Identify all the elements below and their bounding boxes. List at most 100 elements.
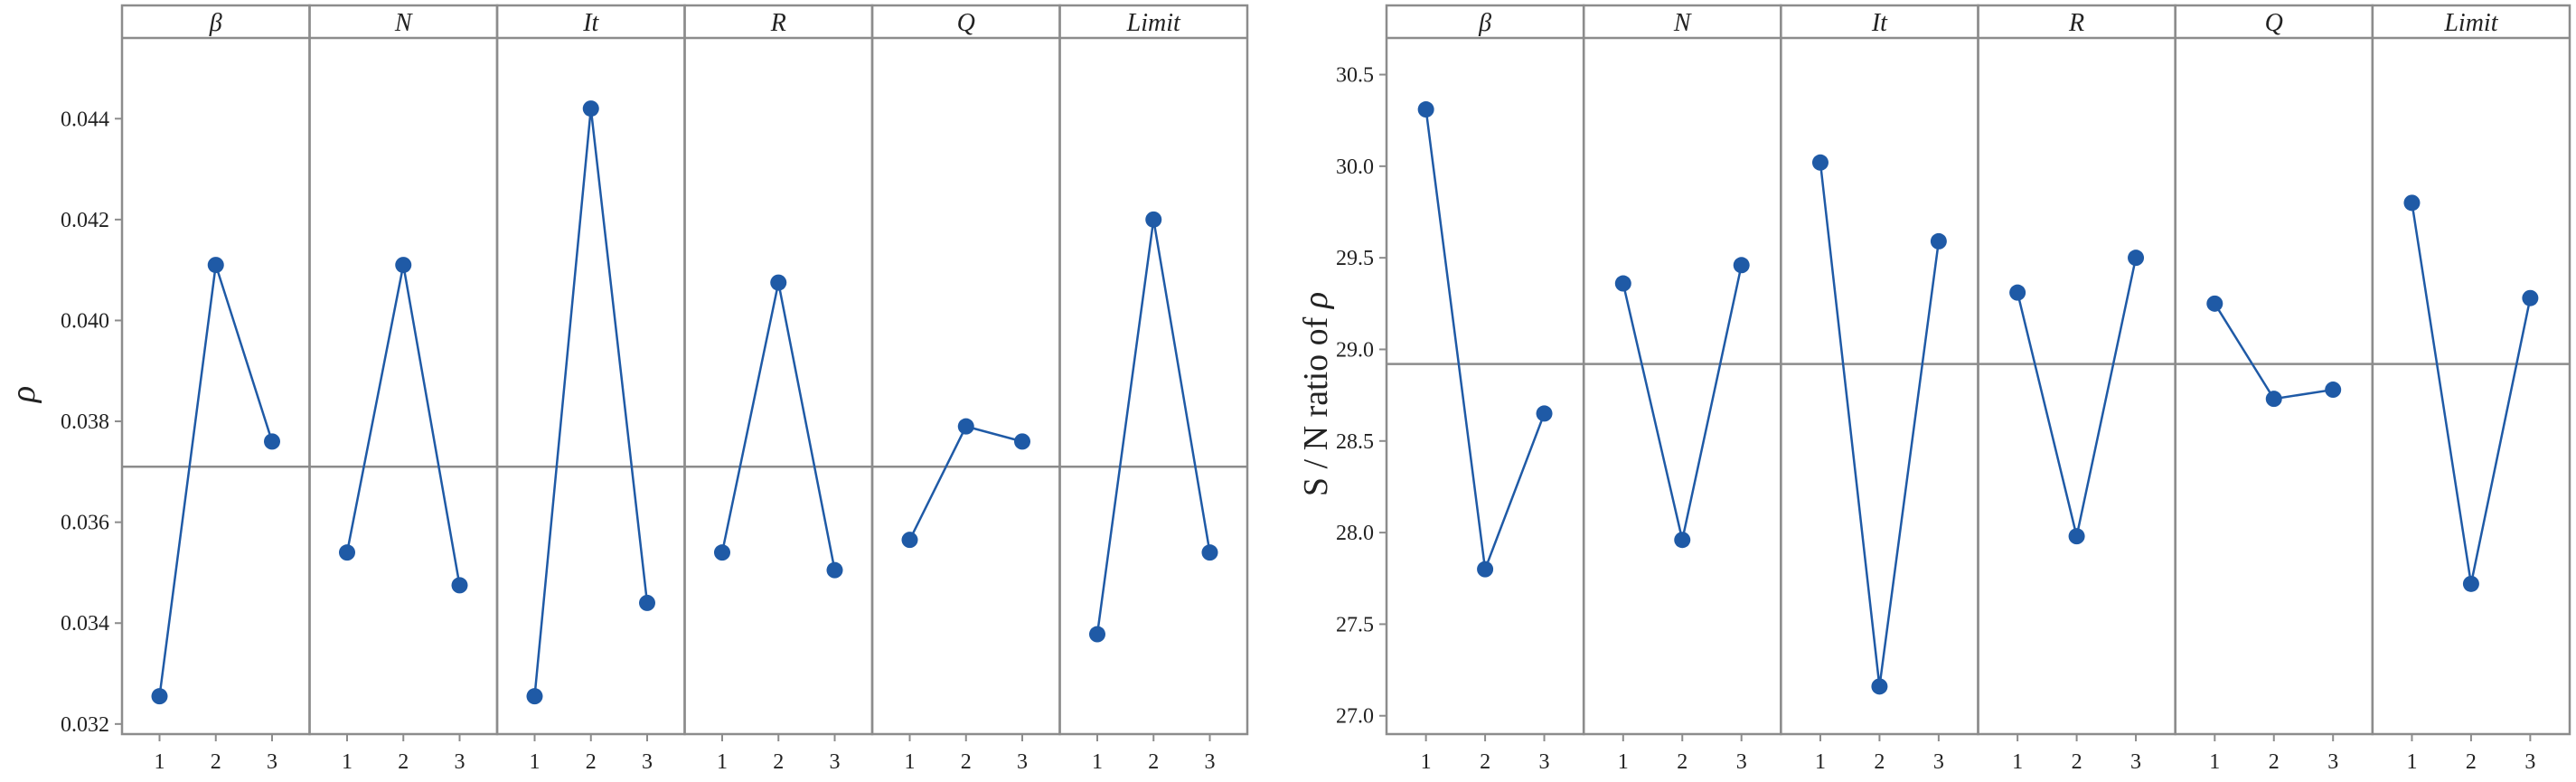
chart-1-panel-label-1: N: [1673, 9, 1692, 37]
chart-0-x-tick-label-4-0: 1: [905, 750, 916, 774]
chart-0-point-0-0: [151, 688, 168, 705]
chart-0-x-tick-label-5-2: 3: [1205, 750, 1216, 774]
chart-1-panel-frame-0: [1385, 4, 1585, 736]
chart-1-panel-frame-3: [1977, 4, 2176, 736]
chart-0-point-5-0: [1089, 626, 1105, 643]
chart-0-x-tick-label-5-0: 1: [1092, 750, 1103, 774]
chart-1-x-tick-label-5-2: 3: [2524, 750, 2535, 774]
chart-1-point-2-2: [1930, 232, 1947, 250]
chart-1-y-tick-label-4: 29.0: [1336, 338, 1374, 362]
chart-1-point-3-1: [2068, 528, 2085, 545]
chart-1-y-axis-title-text: S / N ratio of: [1297, 308, 1335, 496]
chart-0-x-tick-label-0-2: 3: [267, 750, 277, 774]
chart-1-y-tick-label-7: 30.5: [1336, 64, 1374, 88]
chart-0-panel-label-5: Limit: [1126, 9, 1181, 37]
chart-1-series-line-4: [2214, 303, 2334, 400]
chart-0-y-tick-label-6: 0.044: [61, 108, 109, 131]
chart-0-x-tick-label-2-2: 3: [642, 750, 653, 774]
chart-1-y-tick-label-3: 28.5: [1336, 430, 1374, 454]
chart-0-x-tick-label-4-2: 3: [1017, 750, 1028, 774]
chart-1-x-tick-label-0-0: 1: [1421, 750, 1432, 774]
chart-1-panel-label-3: R: [2068, 9, 2084, 37]
chart-1-panel-label-2: It: [1871, 9, 1888, 37]
chart-0-y-tick-label-5: 0.042: [61, 209, 109, 232]
chart-0-panel-frame-0: [120, 4, 311, 736]
chart-0-point-5-1: [1145, 211, 1162, 228]
chart-0-point-3-1: [770, 274, 787, 291]
chart-1-point-2-1: [1871, 678, 1888, 695]
chart-1-x-tick-label-4-0: 1: [2209, 750, 2220, 774]
chart-0-y-tick-label-4: 0.040: [61, 309, 109, 333]
chart-0-point-4-2: [1014, 433, 1030, 450]
chart-1-point-1-2: [1733, 257, 1750, 274]
chart-0-x-tick-label-0-0: 1: [155, 750, 165, 774]
chart-0-point-5-2: [1201, 544, 1218, 561]
chart-1-x-tick-label-4-1: 2: [2269, 750, 2280, 774]
chart-0-point-4-1: [957, 418, 974, 435]
chart-1-point-0-2: [1536, 405, 1553, 422]
chart-1-point-5-2: [2522, 289, 2539, 306]
chart-1-point-3-0: [2009, 284, 2026, 301]
chart-1-series-line-1: [1622, 265, 1743, 541]
chart-1-y-axis-symbol: ρ: [1297, 292, 1335, 309]
chart-1-panel-label-5: Limit: [2443, 9, 2498, 37]
chart-0-point-1-2: [451, 577, 468, 594]
chart-1-x-tick-label-5-1: 2: [2466, 750, 2477, 774]
chart-0-series-line-1: [345, 264, 461, 586]
chart-0-x-tick-label-4-1: 2: [961, 750, 972, 774]
chart-0-point-4-0: [901, 532, 918, 549]
chart-1-series-line-0: [1424, 108, 1546, 570]
chart-0-x-tick-label-1-2: 3: [455, 750, 465, 774]
chart-0-point-0-2: [264, 433, 280, 450]
chart-1-panel-frame-1: [1582, 4, 1782, 736]
chart-0-x-tick-label-3-1: 2: [773, 750, 784, 774]
chart-0-point-2-0: [526, 688, 543, 705]
chart-1-x-tick-label-3-2: 3: [2130, 750, 2141, 774]
chart-0-x-tick-label-0-1: 2: [211, 750, 221, 774]
chart-0-y-tick-label-0: 0.032: [61, 713, 109, 737]
chart-1-x-tick-label-2-0: 1: [1815, 750, 1826, 774]
chart-0-panel-frame-5: [1058, 4, 1249, 736]
chart-rho-means: β 1 2 3 N 1 2 3 It 1 2 3 R 1 2 3 Q 1 2 3 Limit 1 2 3 0.032 0.034 0…: [5, 4, 1249, 774]
chart-0-panel-label-2: It: [582, 9, 599, 37]
chart-0-point-2-1: [582, 100, 599, 118]
chart-1-panel-label-4: Q: [2265, 9, 2283, 37]
chart-0-x-tick-label-2-1: 2: [586, 750, 597, 774]
chart-0-panel-label-1: N: [394, 9, 413, 37]
chart-1-point-0-0: [1417, 101, 1434, 118]
chart-1-x-tick-label-1-2: 3: [1736, 750, 1747, 774]
chart-1-x-tick-label-1-0: 1: [1618, 750, 1629, 774]
chart-1-x-tick-label-2-1: 2: [1874, 750, 1885, 774]
chart-1-y-axis-title: S / N ratio of ρ: [1297, 292, 1335, 496]
chart-1-panel-frame-4: [2174, 4, 2374, 736]
chart-0-panel-label-0: β: [209, 9, 222, 37]
chart-1-x-tick-label-2-2: 3: [1933, 750, 1944, 774]
chart-1-series-line-3: [2016, 257, 2138, 537]
chart-sn-ratio: β 1 2 3 N 1 2 3 It 1 2 3 R 1 2 3 Q 1 2 3 Limit 1 2 3 27.0 27.5 28.…: [1297, 4, 2571, 774]
chart-0-y-tick-label-2: 0.036: [61, 512, 109, 535]
chart-1-panel-label-0: β: [1478, 9, 1491, 37]
chart-1-series-line-2: [1819, 162, 1941, 687]
chart-1-point-4-0: [2206, 295, 2223, 312]
chart-0-y-axis-title: ρ: [5, 386, 42, 403]
chart-0-panel-frame-4: [870, 4, 1061, 736]
chart-0-series-line-3: [720, 282, 836, 570]
chart-0-panel-label-4: Q: [957, 9, 975, 37]
chart-0-y-axis-symbol: ρ: [5, 386, 42, 403]
chart-1-y-tick-label-2: 28.0: [1336, 522, 1374, 545]
chart-0-x-tick-label-3-0: 1: [717, 750, 728, 774]
chart-1-point-4-1: [2265, 391, 2282, 408]
chart-0-point-3-2: [826, 561, 843, 579]
chart-0-panel-frame-3: [683, 4, 874, 736]
chart-1-x-tick-label-5-0: 1: [2406, 750, 2417, 774]
chart-1-x-tick-label-3-1: 2: [2072, 750, 2082, 774]
chart-0-point-3-0: [714, 544, 730, 561]
chart-1-point-2-0: [1811, 154, 1829, 171]
chart-0-y-tick-label-1: 0.034: [61, 612, 109, 636]
chart-1-point-3-2: [2128, 250, 2145, 267]
chart-0-y-tick-label-3: 0.038: [61, 410, 109, 434]
chart-1-point-5-0: [2403, 194, 2421, 212]
chart-0-x-tick-label-2-0: 1: [530, 750, 541, 774]
chart-0-point-1-1: [395, 257, 412, 274]
